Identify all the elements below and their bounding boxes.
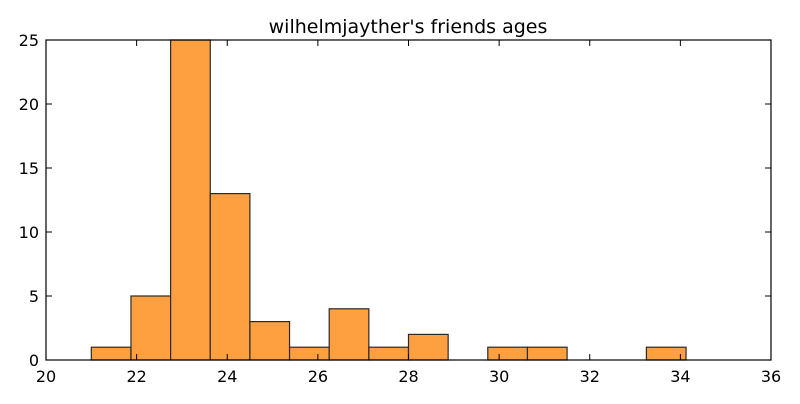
- axes-layer: 20 22 24 26 28 30 32 34 36 0 5 10 15 20 25: [19, 31, 782, 386]
- histogram-bar: [368, 346, 410, 361]
- x-tick-label: 22: [126, 367, 146, 386]
- histogram-bar: [170, 39, 211, 361]
- y-tick-label: 5: [29, 287, 39, 306]
- x-tick-label: 36: [761, 367, 781, 386]
- y-tick-label: 25: [19, 31, 39, 50]
- histogram-bar: [487, 346, 529, 361]
- x-tick-label: 24: [217, 367, 237, 386]
- y-tick-label: 20: [19, 95, 39, 114]
- bars-layer: [90, 39, 687, 361]
- histogram-bar: [209, 193, 251, 361]
- x-tick-label: 32: [580, 367, 600, 386]
- x-tick-label: 26: [308, 367, 328, 386]
- histogram-bar: [90, 346, 132, 361]
- y-tick-label: 15: [19, 159, 39, 178]
- histogram-bar: [407, 333, 449, 361]
- histogram-bar: [249, 321, 291, 361]
- chart-title: wilhelmjayther's friends ages: [269, 16, 548, 38]
- x-tick-label: 30: [489, 367, 509, 386]
- x-tick-label: 28: [398, 367, 418, 386]
- histogram-bar: [288, 346, 330, 361]
- histogram-bar: [328, 308, 370, 361]
- x-tick-label: 20: [36, 367, 56, 386]
- x-tick-label: 34: [670, 367, 690, 386]
- histogram-bar: [130, 295, 172, 361]
- y-tick-label: 10: [19, 223, 39, 242]
- histogram-bar: [526, 346, 568, 361]
- y-tick-label: 0: [29, 351, 39, 370]
